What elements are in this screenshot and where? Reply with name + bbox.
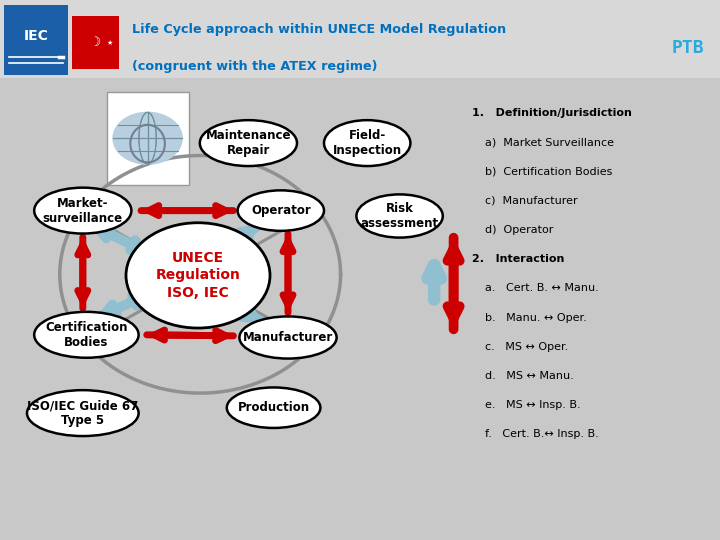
Text: IEC: IEC: [24, 29, 48, 43]
Bar: [107, 92, 189, 185]
Text: Production: Production: [238, 401, 310, 414]
Text: Operator: Operator: [251, 204, 310, 217]
Ellipse shape: [126, 222, 270, 328]
Ellipse shape: [27, 390, 139, 436]
Text: d.   MS ↔ Manu.: d. MS ↔ Manu.: [485, 371, 573, 381]
Text: e.   MS ↔ Insp. B.: e. MS ↔ Insp. B.: [485, 400, 580, 410]
Ellipse shape: [238, 191, 324, 231]
Text: Certification
Bodies: Certification Bodies: [45, 321, 127, 349]
Text: ☽: ☽: [89, 36, 101, 49]
Text: Risk
assessment: Risk assessment: [361, 202, 438, 230]
Ellipse shape: [199, 120, 297, 166]
Text: 2.   Interaction: 2. Interaction: [472, 254, 564, 264]
Ellipse shape: [34, 188, 132, 233]
Ellipse shape: [239, 316, 337, 359]
Text: a)  Market Surveillance: a) Market Surveillance: [485, 138, 613, 147]
Text: (congruent with the ATEX regime): (congruent with the ATEX regime): [132, 60, 377, 73]
Circle shape: [113, 112, 182, 164]
Text: b)  Certification Bodies: b) Certification Bodies: [485, 167, 612, 177]
Ellipse shape: [324, 120, 410, 166]
Text: Market-
surveillance: Market- surveillance: [42, 197, 123, 225]
Ellipse shape: [34, 312, 138, 357]
Text: Field-
Inspection: Field- Inspection: [333, 129, 402, 157]
Text: b.   Manu. ↔ Oper.: b. Manu. ↔ Oper.: [485, 313, 586, 322]
Text: c.   MS ↔ Oper.: c. MS ↔ Oper.: [485, 342, 568, 352]
Text: a.   Cert. B. ↔ Manu.: a. Cert. B. ↔ Manu.: [485, 284, 598, 293]
Text: Maintenance
Repair: Maintenance Repair: [206, 129, 291, 157]
Text: c)  Manufacturer: c) Manufacturer: [485, 196, 577, 206]
Text: UNECE
Regulation
ISO, IEC: UNECE Regulation ISO, IEC: [156, 251, 240, 300]
Text: f.   Cert. B.↔ Insp. B.: f. Cert. B.↔ Insp. B.: [485, 429, 598, 439]
Text: PTB: PTB: [671, 38, 704, 57]
Text: Manufacturer: Manufacturer: [243, 331, 333, 344]
Text: ISO/IEC Guide 67
Type 5: ISO/IEC Guide 67 Type 5: [27, 399, 138, 427]
Ellipse shape: [356, 194, 443, 238]
Text: ★: ★: [107, 39, 112, 46]
Text: Life Cycle approach within UNECE Model Regulation: Life Cycle approach within UNECE Model R…: [132, 23, 506, 36]
Ellipse shape: [227, 388, 320, 428]
Bar: [4, 5, 68, 75]
Bar: [0, 0, 720, 78]
Text: 1.   Definition/Jurisdiction: 1. Definition/Jurisdiction: [472, 109, 631, 118]
Bar: [72, 16, 119, 69]
Text: d)  Operator: d) Operator: [485, 225, 553, 235]
